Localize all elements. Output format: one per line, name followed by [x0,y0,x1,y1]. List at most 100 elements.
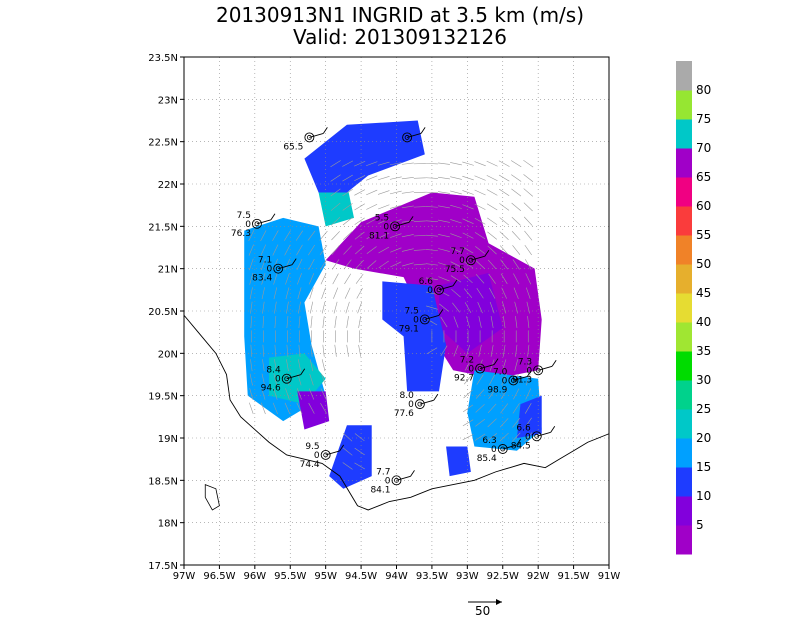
longitude-tick-label: 91W [598,571,621,582]
colorbar-swatch [676,525,692,555]
colorbar-swatch [676,235,692,265]
station-bottom-label: 92.7 [454,374,474,384]
station-top-label: 6.6 [516,423,531,433]
station-marker [402,127,426,143]
station-bottom-label: 76.3 [231,229,251,239]
station-mid-label: 0 [408,400,414,410]
longitude-ticks: 97W 96.5W 96W 95.5W 95W 94.5W 94W 93.5W 93W 92.5W… [173,565,621,582]
longitude-tick-label: 97W [173,571,196,582]
colorbar-swatch [676,148,692,178]
dropsonde-stations: 7.5076.365.55.5081.17.1083.47.7075.56.60… [231,127,557,495]
station-top-label: 6.3 [482,436,496,446]
station-mid-label: 0 [427,286,433,296]
latitude-tick-label: 19.5N [148,392,178,403]
colorbar-label: 20 [696,431,711,445]
latitude-tick-label: 21N [158,265,178,276]
colorbar-label: 55 [696,228,711,242]
station-bottom-label: 91.3 [512,375,532,385]
colorbar: 5 10 15 20 25 30 35 40 45 50 55 60 65 70 75 80 [676,61,711,555]
station-bottom-label: 77.6 [394,409,414,419]
latitude-tick-label: 22N [158,180,178,191]
longitude-tick-label: 92W [527,571,550,582]
station-top-label: 7.1 [258,256,272,266]
station-top-label: 7.0 [493,367,508,377]
station-mid-label: 0 [526,366,532,376]
valid-time: Valid: 201309132126 [293,25,507,49]
station-top-label: 7.2 [460,356,474,366]
longitude-tick-label: 94.5W [345,571,377,582]
station-bottom-label: 85.4 [477,454,497,464]
colorbar-swatch [676,438,692,468]
station-mid-label: 0 [502,376,508,386]
longitude-tick-label: 93.5W [416,571,448,582]
station-mid-label: 0 [413,315,419,325]
colorbar-swatch [676,409,692,439]
station-top-label: 8.0 [400,391,415,401]
colorbar-swatch [676,264,692,294]
longitude-tick-label: 95W [314,571,337,582]
station-mid-label: 0 [525,432,531,442]
station-bottom-label: 98.9 [487,385,507,395]
colorbar-swatch [676,206,692,236]
latitude-tick-label: 18.5N [148,476,178,487]
station-mid-label: 0 [275,375,281,385]
colorbar-label: 15 [696,460,711,474]
colorbar-label: 80 [696,83,711,97]
colorbar-label: 45 [696,286,711,300]
station-top-label: 5.5 [375,213,389,223]
latitude-tick-label: 23.5N [148,53,178,64]
station-bottom-label: 84.1 [370,485,390,495]
longitude-tick-label: 94W [385,571,408,582]
station-bottom-label: 75.5 [445,265,465,275]
latitude-tick-label: 23N [158,95,178,106]
colorbar-label: 75 [696,112,711,126]
latitude-tick-label: 20N [158,349,178,360]
colorbar-label: 50 [696,257,711,271]
colorbar-swatch [676,322,692,352]
colorbar-swatch [676,119,692,149]
longitude-tick-label: 93W [456,571,479,582]
station-bottom-label: 74.4 [300,460,320,470]
station-mid-label: 0 [491,445,497,455]
station-bottom-label: 79.1 [399,324,419,334]
station-top-label: 8.4 [266,366,281,376]
station-bottom-label: 83.4 [252,274,272,284]
station-top-label: 7.7 [451,247,465,257]
station-mid-label: 0 [385,476,391,486]
station-top-label: 6.6 [419,277,434,287]
station-top-label: 7.3 [518,357,532,367]
latitude-ticks: 17.5N 18N 18.5N 19N 19.5N 20N 20.5N 21N 21.5N 22N… [148,53,184,572]
station-mid-label: 0 [468,365,474,375]
latitude-tick-label: 17.5N [148,561,178,572]
longitude-tick-label: 96W [244,571,267,582]
colorbar-label: 70 [696,141,711,155]
colorbar-swatch [676,90,692,120]
station-top-label: 7.5 [405,306,419,316]
colorbar-swatch [676,177,692,207]
station-bottom-label: 84.5 [511,441,531,451]
longitude-tick-label: 91.5W [558,571,590,582]
latitude-tick-label: 20.5N [148,307,178,318]
station-mid-label: 0 [459,256,465,266]
colorbar-label: 65 [696,170,711,184]
latitude-tick-label: 19N [158,434,178,445]
longitude-tick-label: 95.5W [274,571,306,582]
station-top-label: 9.5 [305,442,319,452]
wind-vectors [248,159,534,470]
station-marker: 6.60 [419,277,458,296]
colorbar-label: 5 [696,518,704,532]
station-mid-label: 0 [266,265,272,275]
colorbar-swatch [676,293,692,323]
station-marker: 65.5 [283,127,328,152]
station-bottom-label: 81.1 [369,231,389,241]
longitude-tick-label: 92.5W [487,571,519,582]
